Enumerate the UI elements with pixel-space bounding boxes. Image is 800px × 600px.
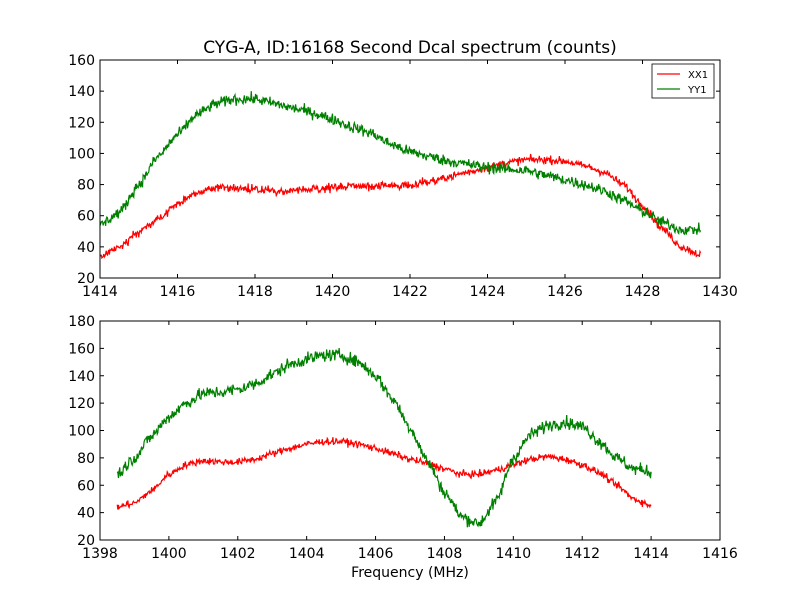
x-tick-label: 1420 — [315, 284, 351, 300]
x-tick-label: 1414 — [633, 546, 669, 562]
x-tick-label: 1416 — [160, 284, 196, 300]
y-tick-label: 160 — [68, 341, 95, 357]
series-line-xx1 — [116, 436, 652, 510]
y-tick-label: 120 — [68, 115, 95, 131]
y-tick-label: 40 — [77, 240, 95, 256]
x-tick-label: 1404 — [289, 546, 325, 562]
y-tick-label: 120 — [68, 396, 95, 412]
bottom-panel: 1398 1400 1402 1404 1406 1408 1410 1412 1414 1416… — [68, 314, 738, 562]
x-tick-label: 1418 — [237, 284, 273, 300]
x-tick-label: 1408 — [427, 546, 463, 562]
x-tick-label: 1412 — [564, 546, 600, 562]
x-tick-label: 1406 — [358, 546, 394, 562]
y-tick-label: 60 — [77, 209, 95, 225]
x-tick-label: 1398 — [82, 546, 118, 562]
legend-label-xx1: XX1 — [688, 70, 708, 81]
y-tick-label: 20 — [77, 533, 95, 549]
y-tick-label: 100 — [68, 146, 95, 162]
x-tick-label: 1416 — [702, 546, 738, 562]
figure-title: CYG-A, ID:16168 Second Dcal spectrum (co… — [203, 38, 617, 58]
x-tick-label: 1430 — [702, 284, 738, 300]
y-tick-label: 160 — [68, 53, 95, 69]
y-tick-label: 140 — [68, 369, 95, 385]
x-tick-label: 1424 — [470, 284, 506, 300]
legend-box — [651, 63, 715, 99]
x-tick-label: 1414 — [82, 284, 118, 300]
y-tick-label: 20 — [77, 271, 95, 287]
x-tick-label: 1422 — [392, 284, 428, 300]
series-line-xx1 — [100, 153, 702, 260]
x-tick-label: 1400 — [151, 546, 187, 562]
series-line-yy1 — [100, 91, 702, 236]
x-tick-label: 1428 — [625, 284, 661, 300]
y-tick-label: 40 — [77, 506, 95, 522]
x-tick-label: 1426 — [547, 284, 583, 300]
y-tick-label: 140 — [68, 84, 95, 100]
x-axis-title: Frequency (MHz) — [351, 565, 469, 581]
y-tick-label: 60 — [77, 478, 95, 494]
legend-label-yy1: YY1 — [687, 85, 707, 96]
series-line-yy1 — [116, 347, 652, 528]
y-tick-label: 180 — [68, 314, 95, 330]
x-tick-label: 1410 — [496, 546, 532, 562]
y-tick-label: 80 — [77, 178, 95, 194]
x-tick-label: 1402 — [220, 546, 256, 562]
top-panel: 1414 1416 1418 1420 1422 1424 1426 1428 1430 20 40… — [68, 53, 738, 300]
y-tick-label: 80 — [77, 451, 95, 467]
y-tick-label: 100 — [68, 424, 95, 440]
